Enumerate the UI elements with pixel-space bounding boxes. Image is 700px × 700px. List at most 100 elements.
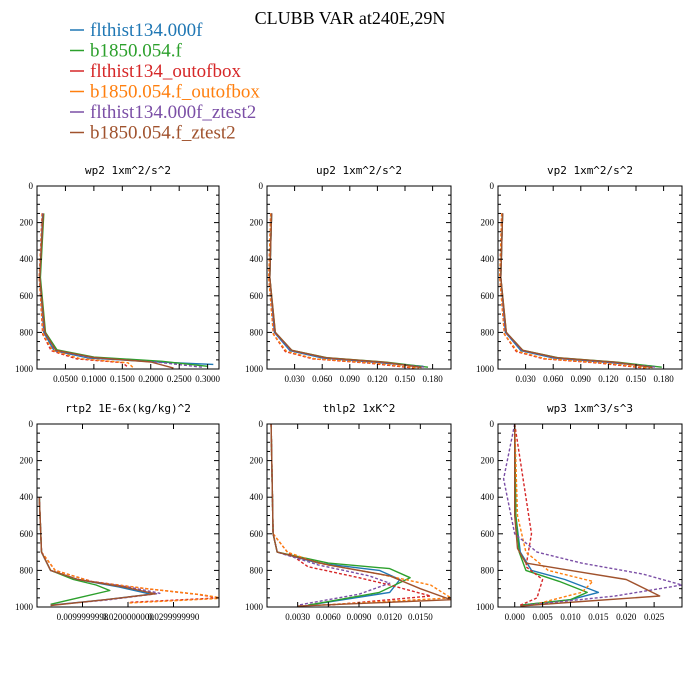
series-line-flthist134-000f: [270, 424, 401, 606]
x-tick-label: 0.060: [312, 374, 333, 384]
y-tick-label: 600: [250, 291, 264, 301]
y-tick-label: 1000: [15, 364, 34, 374]
series-line-b1850-054-f: [39, 213, 208, 367]
series-group: [268, 213, 429, 369]
series-line-flthist134-000f: [514, 424, 600, 606]
y-tick-label: 800: [20, 327, 34, 337]
legend-label: flthist134.000f_ztest2: [90, 102, 256, 123]
y-tick-label: 1000: [245, 602, 264, 612]
x-tick-label: 0.030: [515, 374, 536, 384]
series-line-b1850-054-f: [269, 213, 429, 368]
y-tick-label: 1000: [476, 602, 495, 612]
y-tick-label: 200: [481, 218, 495, 228]
series-line-flthist134-000f-ztest2: [269, 213, 426, 368]
panel-title: vp2 1xm^2/s^2: [547, 164, 633, 177]
panel-thlp2: thlp2 1xK^2 0 200 400 600 800 1000 0.0030 0.0060…: [245, 402, 452, 622]
x-tick-label: 0.0060: [316, 612, 341, 622]
x-tick-label: 0.0299999990: [148, 612, 200, 622]
series-group: [38, 497, 219, 607]
y-tick-label: 0: [259, 181, 264, 191]
series-line-b1850-054-f: [514, 424, 588, 606]
legend-label: b1850.054.f_outofbox: [90, 82, 260, 103]
series-line-b1850-054-f-outofbox: [268, 213, 419, 369]
x-tick-label: 0.025: [644, 612, 665, 622]
panel-vp2: vp2 1xm^2/s^2 0 200 400 600 800 1000 0.030 0.060…: [476, 164, 683, 384]
series-line-flthist134-000f: [269, 213, 424, 367]
series-group: [502, 424, 682, 607]
y-tick-label: 400: [20, 254, 34, 264]
series-line-flthist134-outofbox: [270, 424, 432, 606]
series-line-b1850-054-f-outofbox: [38, 497, 219, 604]
y-tick-label: 800: [481, 565, 495, 575]
series-line-flthist134-000f-ztest2: [270, 424, 391, 606]
y-tick-label: 800: [250, 565, 264, 575]
x-tick-label: 0.0500: [53, 374, 78, 384]
plot-frame: [266, 423, 452, 608]
legend-label: flthist134.000f: [90, 20, 203, 41]
y-tick-label: 200: [250, 456, 264, 466]
plot-frame: [36, 185, 220, 370]
panel-up2: up2 1xm^2/s^2 0 200 400 600 800 1000 0.030 0.060…: [245, 164, 452, 384]
x-tick-label: 0.1000: [82, 374, 107, 384]
x-tick-label: 0.000: [505, 612, 526, 622]
series-line-b1850-054-f-ztest2: [38, 497, 157, 607]
x-tick-label: 0.0200000000: [102, 612, 154, 622]
series-line-b1850-054-f-outofbox: [38, 213, 135, 369]
series-line-flthist134-000f-ztest2: [502, 424, 682, 606]
x-tick-label: 0.0099999998: [57, 612, 109, 622]
series-line-b1850-054-f-outofbox: [499, 213, 650, 369]
y-tick-label: 200: [20, 456, 34, 466]
y-tick-label: 0: [259, 419, 264, 429]
x-tick-label: 0.005: [532, 612, 553, 622]
plot-frame: [497, 185, 683, 370]
plot-frame: [497, 423, 683, 608]
series-line-b1850-054-f: [38, 497, 111, 605]
legend-item: b1850.054.f_outofbox: [70, 82, 260, 103]
x-tick-label: 0.180: [653, 374, 674, 384]
x-tick-label: 0.020: [616, 612, 637, 622]
legend-label: flthist134_outofbox: [90, 61, 241, 82]
x-tick-label: 0.180: [422, 374, 443, 384]
y-tick-label: 1000: [15, 602, 34, 612]
series-group: [38, 213, 214, 369]
panel-wp3: wp3 1xm^3/s^3 0 200 400 600 800 1000 0.000 0.005…: [476, 402, 683, 622]
legend-label: b1850.054.f_ztest2: [90, 123, 236, 144]
series-line-flthist134-outofbox: [268, 213, 415, 369]
x-tick-label: 0.0150: [408, 612, 433, 622]
x-tick-label: 0.150: [395, 374, 416, 384]
series-line-flthist134-outofbox: [514, 424, 544, 606]
x-tick-label: 0.120: [598, 374, 619, 384]
y-tick-label: 0: [490, 419, 495, 429]
y-tick-label: 800: [250, 327, 264, 337]
y-tick-label: 1000: [476, 364, 495, 374]
series-line-b1850-054-f-ztest2: [39, 213, 174, 369]
y-tick-label: 400: [250, 492, 264, 502]
panel-title: wp2 1xm^2/s^2: [85, 164, 171, 177]
legend-label: b1850.054.f: [90, 41, 183, 62]
y-tick-label: 600: [481, 529, 495, 539]
x-tick-label: 0.060: [543, 374, 564, 384]
series-line-flthist134-000f-ztest2: [500, 213, 657, 368]
y-tick-label: 600: [20, 291, 34, 301]
series-group: [499, 213, 662, 369]
legend: flthist134.000fb1850.054.fflthist134_out…: [70, 20, 260, 144]
series-line-b1850-054-f: [270, 424, 411, 606]
x-tick-label: 0.090: [340, 374, 361, 384]
series-group: [270, 424, 451, 607]
panel-rtp2: rtp2 1E-6x(kg/kg)^2 0 200 400 600 800 1000 0.00…: [15, 402, 220, 622]
x-tick-label: 0.010: [560, 612, 581, 622]
y-tick-label: 800: [481, 327, 495, 337]
panel-grid: wp2 1xm^2/s^2 0 200 400 600 800 1000 0.0500 0.10…: [15, 164, 683, 622]
series-line-flthist134-000f-ztest2: [38, 497, 161, 606]
plot-frame: [36, 423, 220, 608]
y-tick-label: 1000: [245, 364, 264, 374]
x-tick-label: 0.090: [571, 374, 592, 384]
series-line-flthist134-000f: [39, 213, 214, 366]
series-line-b1850-054-f-ztest2: [514, 424, 661, 607]
y-tick-label: 200: [20, 218, 34, 228]
x-tick-label: 0.015: [588, 612, 609, 622]
series-line-b1850-054-f-ztest2: [500, 213, 653, 369]
legend-item: flthist134.000f: [70, 20, 203, 41]
x-tick-label: 0.2500: [167, 374, 192, 384]
